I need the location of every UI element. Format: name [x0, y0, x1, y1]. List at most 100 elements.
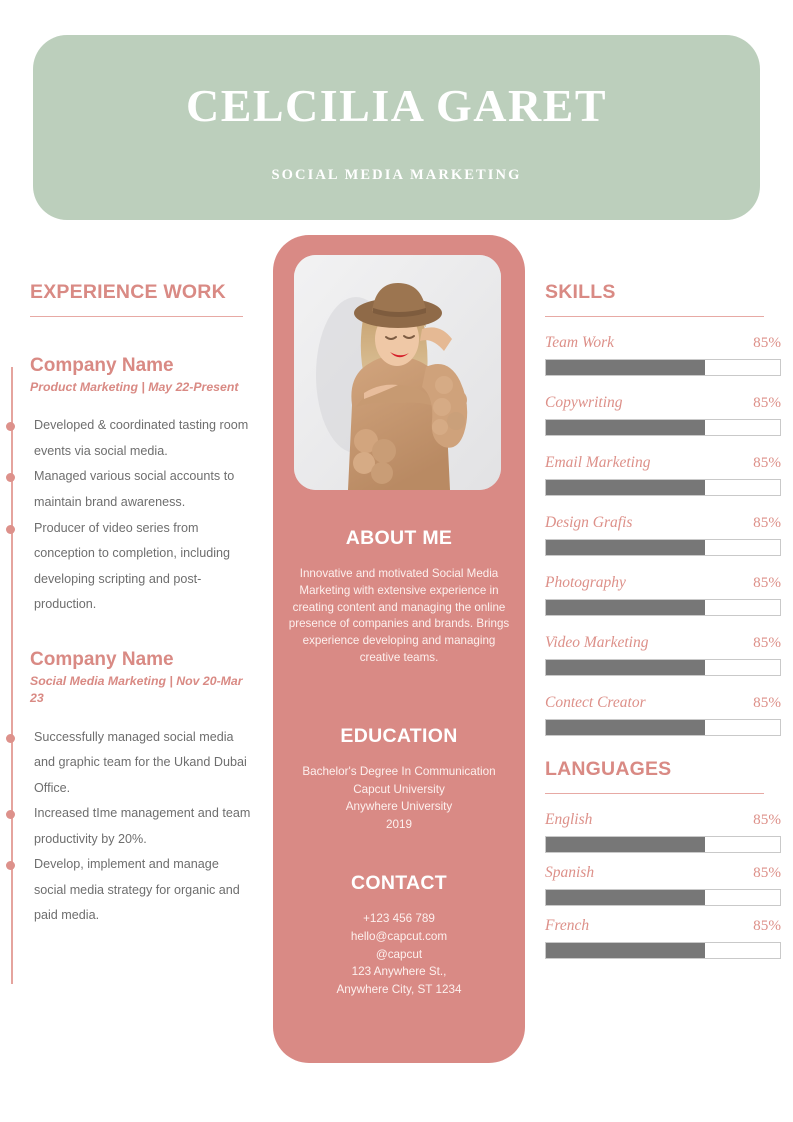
skill-bar-track: [545, 479, 781, 496]
skill-label: Email Marketing: [545, 454, 651, 471]
experience-timeline: Company Name Product Marketing | May 22-P…: [6, 355, 252, 984]
contact-text: +123 456 789 hello@capcut.com @capcut 123 A…: [273, 910, 525, 999]
contact-line: +123 456 789: [363, 912, 435, 925]
skill-row: Contect Creator 85%: [545, 694, 781, 736]
skill-row: Photography 85%: [545, 574, 781, 616]
header-banner: CELCILIA GARET SOCIAL MEDIA MARKETING: [33, 35, 760, 220]
skill-label: Copywriting: [545, 394, 623, 411]
contact-line: hello@capcut.com: [350, 929, 448, 943]
skill-bar-track: [545, 942, 781, 959]
skill-header: Team Work 85%: [545, 334, 781, 352]
skill-bar-fill: [546, 720, 706, 735]
skill-percent: 85%: [753, 634, 781, 651]
skill-percent: 85%: [753, 334, 781, 351]
skill-percent: 85%: [753, 694, 781, 711]
job-role-dates: Social Media Marketing | Nov 20-Mar 23: [30, 673, 243, 706]
skill-label: Team Work: [545, 334, 615, 351]
about-section: ABOUT ME Innovative and motivated Social…: [273, 527, 525, 667]
skill-bar-fill: [546, 360, 706, 375]
skill-percent: 85%: [753, 917, 781, 934]
skill-bar-fill: [546, 837, 706, 852]
skill-bar-fill: [546, 480, 706, 495]
skill-percent: 85%: [753, 394, 781, 411]
page-title: CELCILIA GARET: [185, 80, 608, 131]
skill-label: French: [545, 917, 590, 934]
skill-percent: 85%: [753, 864, 781, 881]
job-bullet: Successfully managed social media and gr…: [6, 725, 252, 802]
skill-header: Photography 85%: [545, 574, 781, 592]
experience-heading: EXPERIENCE WORK: [30, 281, 226, 303]
skills-section-header: SKILLS: [545, 281, 781, 317]
skill-label: Photography: [545, 574, 626, 591]
skill-row: Design Grafis 85%: [545, 514, 781, 556]
profile-panel: ABOUT ME Innovative and motivated Social…: [273, 235, 525, 1063]
education-line: Anywhere University: [345, 800, 453, 814]
skill-header: French 85%: [545, 917, 781, 935]
job-bullet: Producer of video series from conception…: [6, 516, 252, 618]
experience-entry: Company Name Product Marketing | May 22-P…: [6, 355, 252, 618]
languages-heading: LANGUAGES: [545, 758, 672, 780]
skill-percent: 85%: [753, 514, 781, 531]
skill-header: Video Marketing 85%: [545, 634, 781, 652]
skill-bar-track: [545, 659, 781, 676]
about-heading: ABOUT ME: [345, 527, 453, 549]
education-line: Capcut University: [353, 782, 445, 796]
languages-divider: [545, 793, 764, 794]
skill-bar-track: [545, 836, 781, 853]
skill-label: Design Grafis: [545, 514, 633, 531]
job-role-dates: Product Marketing | May 22-Present: [30, 379, 239, 394]
skill-label: Spanish: [545, 864, 595, 881]
skill-bar-track: [545, 719, 781, 736]
skills-divider: [545, 316, 764, 317]
skills-languages-column: SKILLS Team Work 85% Copywriting 85% Email M…: [545, 281, 781, 970]
skills-heading: SKILLS: [545, 281, 616, 303]
education-line: 2019: [385, 817, 412, 831]
skill-header: Copywriting 85%: [545, 394, 781, 412]
skill-row: Video Marketing 85%: [545, 634, 781, 676]
skills-list: Team Work 85% Copywriting 85% Email Marketin…: [545, 334, 781, 736]
about-text: Innovative and motivated Social Media Ma…: [288, 567, 510, 664]
languages-section-header: LANGUAGES: [545, 758, 781, 794]
skill-label: Contect Creator: [545, 694, 646, 711]
skill-row: English 85%: [545, 811, 781, 853]
skill-bar-track: [545, 419, 781, 436]
skill-row: Copywriting 85%: [545, 394, 781, 436]
skill-header: Spanish 85%: [545, 864, 781, 882]
job-bullet: Managed various social accounts to maint…: [6, 464, 252, 515]
skill-label: English: [545, 811, 593, 828]
skill-row: French 85%: [545, 917, 781, 959]
skill-percent: 85%: [753, 574, 781, 591]
skill-row: Team Work 85%: [545, 334, 781, 376]
contact-section: CONTACT +123 456 789 hello@capcut.com @cap…: [273, 872, 525, 999]
timeline-line: [11, 367, 13, 984]
avatar: [294, 255, 501, 490]
skill-row: Spanish 85%: [545, 864, 781, 906]
experience-section-header: EXPERIENCE WORK: [30, 281, 252, 317]
skill-bar-fill: [546, 420, 706, 435]
skill-bar-fill: [546, 540, 706, 555]
contact-heading: CONTACT: [351, 872, 447, 894]
experience-entry: Company Name Social Media Marketing | Nov…: [6, 648, 252, 930]
skill-row: Email Marketing 85%: [545, 454, 781, 496]
skill-bar-track: [545, 359, 781, 376]
skill-header: Design Grafis 85%: [545, 514, 781, 532]
education-text: Bachelor's Degree In Communication Capcut…: [273, 763, 525, 833]
skill-header: Contect Creator 85%: [545, 694, 781, 712]
portrait-photo-icon: [294, 255, 501, 490]
contact-line: 123 Anywhere St.,: [351, 965, 447, 979]
skill-bar-track: [545, 599, 781, 616]
skill-bar-fill: [546, 660, 706, 675]
skill-bar-fill: [546, 890, 706, 905]
company-name: Company Name: [30, 648, 174, 670]
job-bullet: Develop, implement and manage social med…: [6, 852, 252, 929]
job-bullet-list: Successfully managed social media and gr…: [6, 725, 252, 930]
skill-bar-fill: [546, 600, 706, 615]
education-line: Bachelor's Degree In Communication: [302, 765, 496, 778]
skill-bar-track: [545, 539, 781, 556]
company-name: Company Name: [30, 355, 174, 376]
skill-percent: 85%: [753, 454, 781, 471]
languages-list: English 85% Spanish 85% French 85%: [545, 811, 781, 959]
skill-bar-track: [545, 889, 781, 906]
header-subtitle: SOCIAL MEDIA MARKETING: [271, 167, 522, 183]
